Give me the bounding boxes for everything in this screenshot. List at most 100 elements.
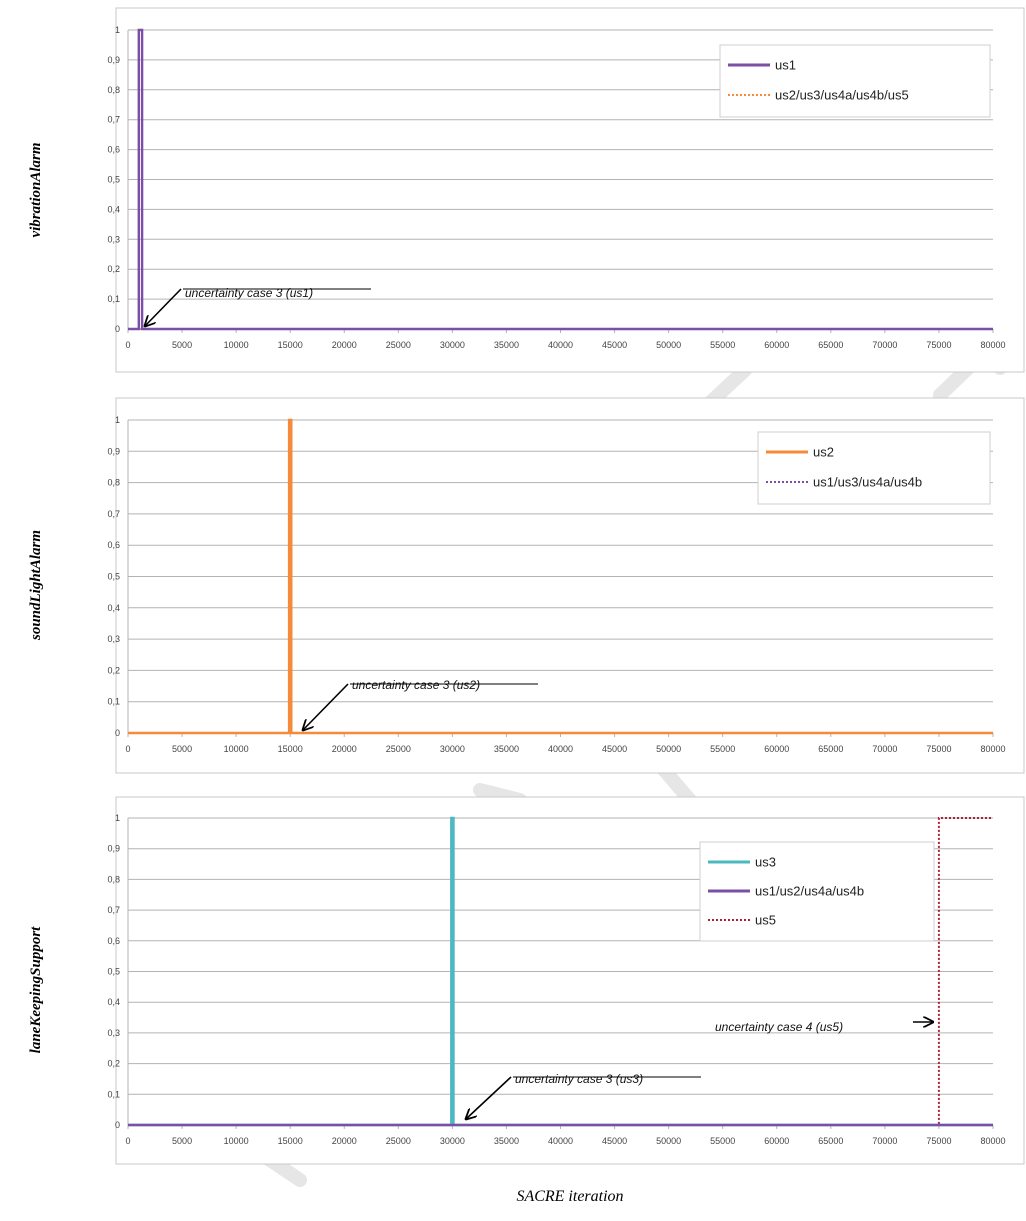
x-tick-label: 80000 (980, 340, 1005, 350)
x-tick-label: 10000 (224, 1136, 249, 1146)
y-tick-label: 0,6 (107, 936, 120, 946)
y-tick-label: 0,5 (107, 175, 120, 185)
legend-label: us1/us3/us4a/us4b (813, 475, 922, 490)
y-axis-title: vibrationAlarm (28, 142, 44, 237)
x-tick-label: 80000 (980, 744, 1005, 754)
y-tick-label: 0 (115, 728, 120, 738)
x-tick-label: 40000 (548, 340, 573, 350)
x-tick-label: 65000 (818, 1136, 843, 1146)
annotation-text: uncertainty case 3 (us2) (352, 678, 480, 692)
x-tick-label: 30000 (440, 744, 465, 754)
legend: us3 us1/us2/us4a/us4b us5 (699, 841, 935, 942)
x-tick-label: 0 (125, 1136, 130, 1146)
y-tick-label: 0,1 (107, 1089, 120, 1099)
x-tick-label: 65000 (818, 340, 843, 350)
x-tick-label: 50000 (656, 744, 681, 754)
x-tick-label: 25000 (386, 1136, 411, 1146)
annotation-arrow (303, 683, 349, 730)
x-tick-label: 65000 (818, 744, 843, 754)
legend-label: us2 (813, 445, 834, 460)
x-tick-label: 50000 (656, 340, 681, 350)
annotation-text: uncertainty case 3 (us1) (185, 286, 313, 300)
chart-3: 0 0,1 0,2 0,3 0,4 0,5 0,6 0,7 0,8 0,9 1 0 5000 10000 1… (28, 796, 1025, 1165)
y-tick-label: 0,5 (107, 967, 120, 977)
y-tick-label: 1 (115, 813, 120, 823)
y-tick-label: 1 (115, 415, 120, 425)
x-tick-label: 0 (125, 340, 130, 350)
y-tick-label: 0 (115, 324, 120, 334)
x-tick-label: 35000 (494, 1136, 519, 1146)
x-tick-label: 60000 (764, 340, 789, 350)
x-tick-label: 5000 (172, 1136, 192, 1146)
x-tick-label: 60000 (764, 1136, 789, 1146)
legend-label: us2/us3/us4a/us4b/us5 (775, 88, 909, 103)
legend-box (757, 431, 991, 505)
chart-2: 0 0,1 0,2 0,3 0,4 0,5 0,6 0,7 0,8 0,9 1 0 5000 10000 1… (28, 397, 1025, 774)
legend-label: us1/us2/us4a/us4b (755, 884, 864, 899)
x-tick-label: 70000 (872, 744, 897, 754)
y-tick-label: 0,2 (107, 665, 120, 675)
x-tick-label: 70000 (872, 1136, 897, 1146)
y-tick-label: 0,9 (107, 446, 120, 456)
annotation: uncertainty case 3 (us2) (303, 678, 538, 730)
series-line-us1 (128, 28, 993, 331)
y-axis-title: soundLightAlarm (28, 530, 44, 641)
y-tick-label: 0,4 (107, 603, 120, 613)
y-tick-label: 0,1 (107, 294, 120, 304)
y-tick-label: 0,9 (107, 55, 120, 65)
annotation: uncertainty case 3 (us3) (466, 1072, 701, 1119)
x-tick-label: 35000 (494, 340, 519, 350)
x-tick-label: 80000 (980, 1136, 1005, 1146)
y-axis-title: laneKeepingSupport (28, 926, 44, 1054)
y-tick-label: 0,4 (107, 204, 120, 214)
x-tick-label: 55000 (710, 744, 735, 754)
x-tick-label: 40000 (548, 744, 573, 754)
x-tick-label: 10000 (224, 744, 249, 754)
y-tick-label: 0,3 (107, 1028, 120, 1038)
x-tick-label: 45000 (602, 1136, 627, 1146)
x-tick-label: 30000 (440, 340, 465, 350)
x-tick-label: 40000 (548, 1136, 573, 1146)
x-tick-label: 75000 (926, 1136, 951, 1146)
annotation: uncertainty case 3 (us1) (145, 286, 371, 326)
y-tick-label: 0,7 (107, 115, 120, 125)
x-tick-label: 55000 (710, 1136, 735, 1146)
y-tick-label: 0,8 (107, 478, 120, 488)
y-tick-label: 0,6 (107, 540, 120, 550)
series-line-us2 (128, 418, 993, 735)
chart-1: 0 0,1 0,2 0,3 0,4 0,5 0,6 0,7 0,8 0,9 1 0 5000 10000 1… (28, 7, 1025, 373)
y-tick-label: 0,4 (107, 997, 120, 1007)
x-tick-label: 30000 (440, 1136, 465, 1146)
legend: us2 us1/us3/us4a/us4b (757, 431, 991, 505)
x-tick-label: 55000 (710, 340, 735, 350)
y-tick-label: 0,3 (107, 634, 120, 644)
legend-label: us3 (755, 855, 776, 870)
x-tick-label: 20000 (332, 340, 357, 350)
y-tick-label: 0,6 (107, 145, 120, 155)
y-tick-label: 0,7 (107, 905, 120, 915)
legend: us1 us2/us3/us4a/us4b/us5 (719, 44, 991, 118)
x-tick-label: 50000 (656, 1136, 681, 1146)
y-tick-label: 0,1 (107, 697, 120, 707)
annotation-text: uncertainty case 4 (us5) (715, 1020, 843, 1034)
y-tick-label: 0,8 (107, 85, 120, 95)
x-tick-label: 5000 (172, 744, 192, 754)
x-tick-label: 75000 (926, 744, 951, 754)
y-tick-label: 0,5 (107, 572, 120, 582)
annotation-arrow (466, 1076, 512, 1119)
x-tick-label: 35000 (494, 744, 519, 754)
y-tick-label: 1 (115, 25, 120, 35)
x-tick-label: 5000 (172, 340, 192, 350)
annotation: uncertainty case 4 (us5) (715, 1020, 933, 1034)
x-tick-label: 45000 (602, 744, 627, 754)
y-tick-label: 0,2 (107, 1059, 120, 1069)
legend-label: us5 (755, 913, 776, 928)
y-tick-label: 0,2 (107, 264, 120, 274)
x-tick-label: 60000 (764, 744, 789, 754)
annotation-arrow (145, 288, 182, 326)
legend-label: us1 (775, 58, 796, 73)
x-tick-label: 0 (125, 744, 130, 754)
y-tick-label: 0,8 (107, 874, 120, 884)
x-tick-label: 15000 (278, 340, 303, 350)
